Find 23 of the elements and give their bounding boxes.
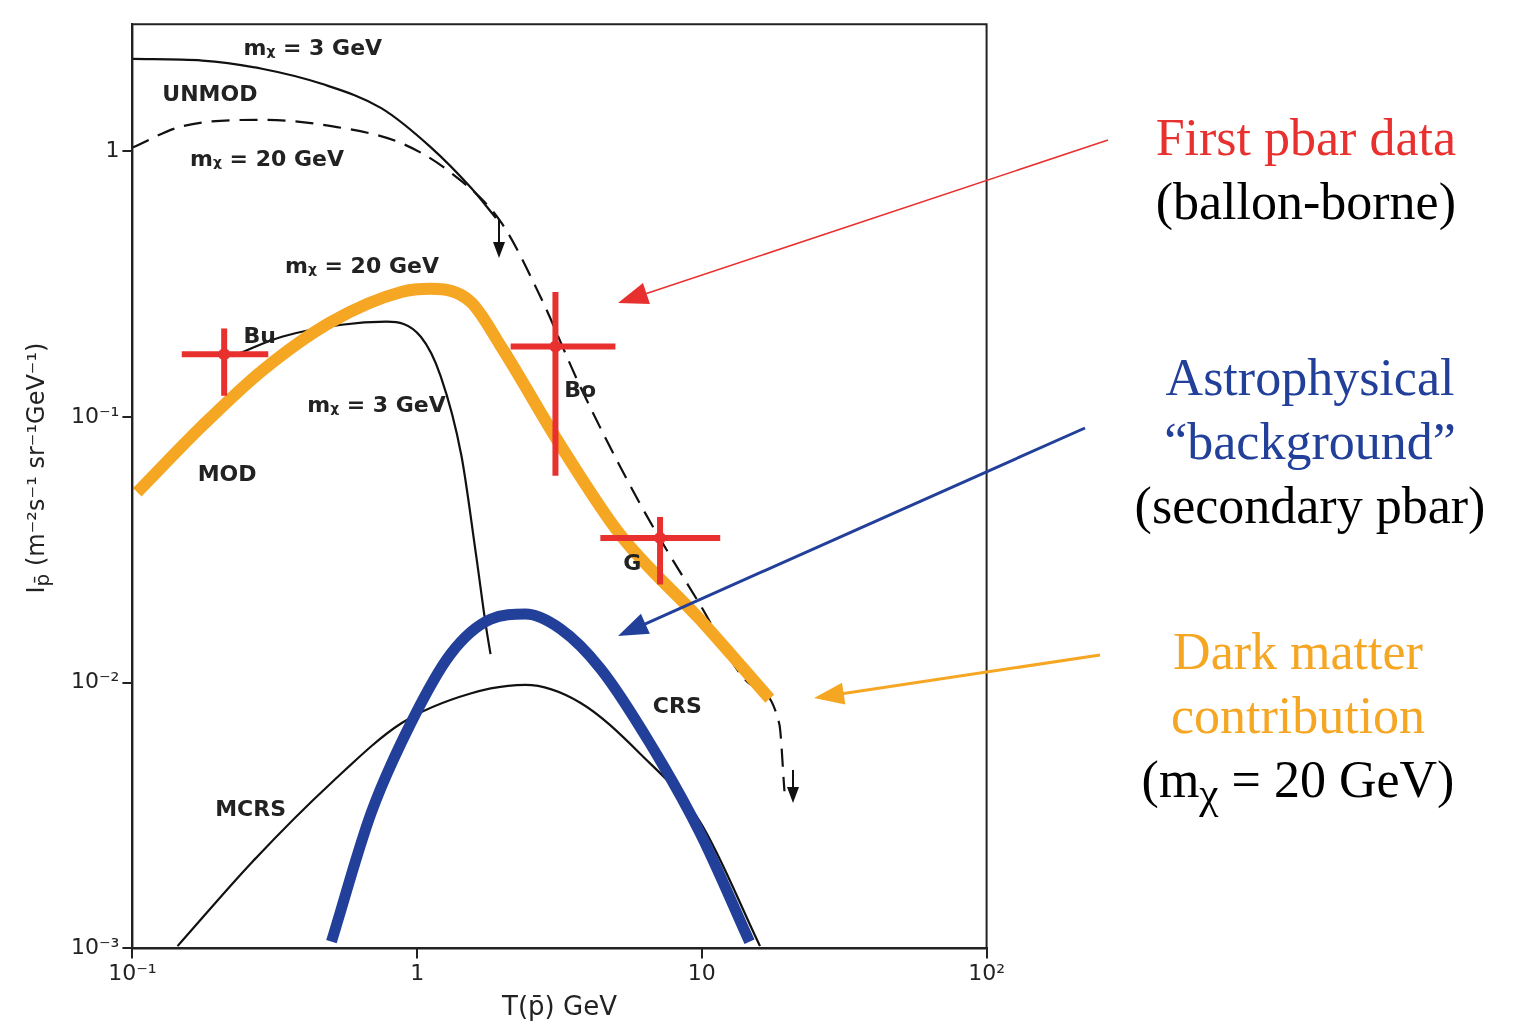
text: Dark matter contribution (m$_{χ}$ = 20 GeV) — [1140, 622, 1456, 820]
x-tick-label: 10² — [968, 960, 1006, 986]
annotation: mᵪ = 3 GeV — [243, 34, 383, 60]
annotation: Bu — [243, 322, 276, 348]
x-tick-label: 10 — [687, 960, 716, 986]
annotation: Bo — [564, 376, 597, 402]
y-tick-label: 10⁻¹ — [70, 402, 120, 428]
annotation: MOD — [197, 461, 257, 487]
y-tick-label: 10⁻³ — [70, 934, 120, 960]
annotation: G — [623, 550, 642, 576]
annotation: MCRS — [215, 796, 286, 822]
x-tick-label: 10⁻¹ — [108, 960, 157, 986]
annotation: mᵪ = 20 GeV — [190, 146, 344, 172]
x-tick-label: 1 — [410, 960, 425, 986]
x-axis-title: T(p̄) GeV — [501, 991, 618, 1022]
annotation: CRS — [652, 692, 702, 718]
annotation: mᵪ = 20 GeV — [285, 252, 439, 278]
annotation: UNMOD — [162, 81, 258, 107]
text: Astrophysical “background” (secondary pbar) — [1133, 348, 1487, 536]
text: First pbar data (ballon-borne) — [1155, 108, 1456, 232]
y-tick-label: 1 — [105, 136, 120, 162]
y-tick-label: 10⁻² — [70, 668, 120, 694]
annotation: mᵪ = 3 GeV — [307, 391, 446, 417]
